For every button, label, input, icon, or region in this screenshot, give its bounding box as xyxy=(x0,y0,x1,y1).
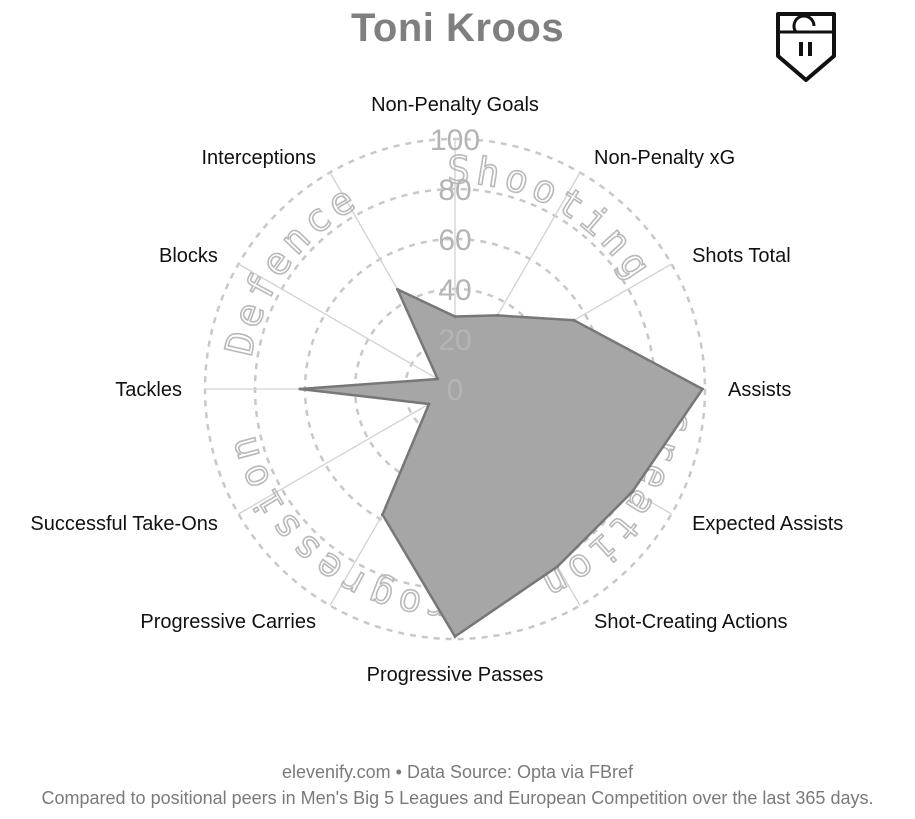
spoke-successful-take-ons xyxy=(238,388,456,515)
shield-logo-icon xyxy=(776,12,836,82)
axis-label-non-penalty-xg: Non-Penalty xG xyxy=(594,147,735,169)
point-expected-assists xyxy=(631,490,635,493)
point-successful-take-ons xyxy=(427,402,431,406)
axis-label-blocks: Blocks xyxy=(159,245,218,267)
group-label-shooting: Shooting xyxy=(447,148,663,291)
axis-label-shot-creating-actions: Shot-Creating Actions xyxy=(594,611,787,633)
tick-label-40: 40 xyxy=(438,274,471,307)
point-shot-creating-actions xyxy=(556,565,559,569)
tick-label-80: 80 xyxy=(438,174,471,207)
tick-label-60: 60 xyxy=(438,224,471,257)
radar-area xyxy=(298,287,704,638)
point-progressive-passes xyxy=(453,635,457,638)
footer-source: elevenify.com • Data Source: Opta via FB… xyxy=(281,762,634,782)
spoke-blocks xyxy=(238,263,456,390)
tick-label-0: 0 xyxy=(447,374,464,407)
tick-label-100: 100 xyxy=(430,124,480,157)
axis-label-expected-assists: Expected Assists xyxy=(692,513,843,535)
point-non-penalty-xg xyxy=(496,313,499,317)
point-shots-total xyxy=(572,318,576,322)
axis-label-tackles: Tackles xyxy=(115,379,182,401)
chart-title: Toni Kroos xyxy=(350,6,565,50)
axis-label-progressive-passes: Progressive Passes xyxy=(367,664,544,686)
radar-ticks: 0 20 40 60 80 100 xyxy=(430,124,480,407)
radar-axis-labels: Non-Penalty Goals Non-Penalty xG Shots Tot… xyxy=(30,94,843,686)
shield-stroke-right xyxy=(808,42,812,56)
shield-stroke-left xyxy=(799,42,803,56)
axis-label-progressive-carries: Progressive Carries xyxy=(140,611,316,633)
axis-label-successful-take-ons: Successful Take-Ons xyxy=(30,513,218,535)
point-progressive-carries xyxy=(381,513,384,517)
axis-label-shots-total: Shots Total xyxy=(692,245,791,267)
footer-note: Compared to positional peers in Men's Bi… xyxy=(41,788,874,808)
tick-label-20: 20 xyxy=(438,324,471,357)
group-label-defence: Defence xyxy=(217,175,367,360)
point-non-penalty-goals xyxy=(453,315,457,318)
point-tackles xyxy=(298,387,302,391)
axis-label-interceptions: Interceptions xyxy=(201,147,316,169)
axis-label-assists: Assists xyxy=(728,379,791,401)
axis-label-non-penalty-goals: Non-Penalty Goals xyxy=(371,94,539,116)
point-blocks xyxy=(436,377,440,381)
point-interceptions xyxy=(396,287,399,291)
point-assists xyxy=(701,387,704,391)
shield-e-mark xyxy=(792,14,816,33)
